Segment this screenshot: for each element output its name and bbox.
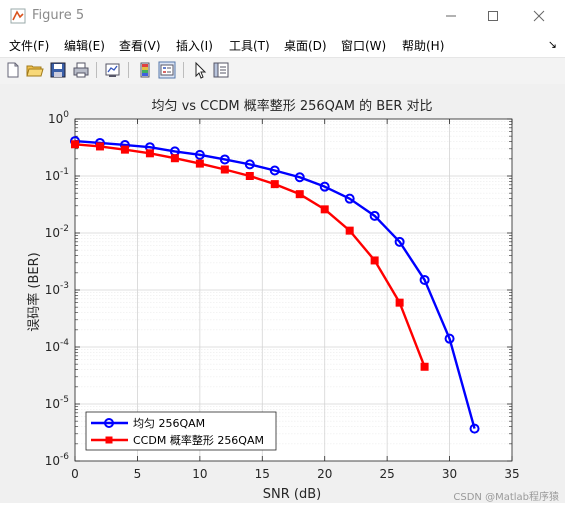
toolbar-separator xyxy=(96,62,97,78)
x-tick-label: 30 xyxy=(442,467,457,481)
save-icon[interactable] xyxy=(49,61,67,79)
data-point xyxy=(319,181,330,192)
menu-help[interactable]: 帮助(H) xyxy=(402,39,445,53)
data-point xyxy=(420,362,429,371)
data-point xyxy=(120,145,129,154)
menu-view[interactable]: 查看(V) xyxy=(119,39,161,53)
close-icon xyxy=(533,10,545,22)
pointer-icon[interactable] xyxy=(191,61,209,79)
chart-title: 均匀 vs CCDM 概率整形 256QAM 的 BER 对比 xyxy=(151,98,432,114)
x-tick-label: 25 xyxy=(380,467,395,481)
data-point xyxy=(220,165,229,174)
legend-box xyxy=(85,411,277,451)
data-point xyxy=(245,172,254,180)
toolbar-separator xyxy=(183,62,184,78)
new-figure-icon[interactable] xyxy=(4,61,22,79)
series-1 xyxy=(70,136,480,434)
series-2 xyxy=(71,140,429,371)
data-point xyxy=(269,165,280,176)
data-point xyxy=(219,154,230,165)
x-tick-label: 15 xyxy=(255,467,270,481)
menu-file[interactable]: 文件(F) xyxy=(9,39,50,53)
data-point xyxy=(294,172,305,183)
menu-overflow-icon[interactable]: ↘ xyxy=(547,38,557,51)
axis-ticks: 10-6 10-5 10-4 10-3 10-2 10-1 100 0 5 10 15 20 25 30 3… xyxy=(45,110,520,481)
x-axis-label: SNR (dB) xyxy=(263,487,321,502)
data-point xyxy=(395,298,404,307)
legend-icon[interactable] xyxy=(158,61,176,79)
print-icon[interactable] xyxy=(72,61,90,79)
colorbar-icon[interactable] xyxy=(136,61,154,79)
maximize-icon xyxy=(488,11,498,21)
link-plot-icon[interactable] xyxy=(104,61,122,79)
y-tick-label: 10-5 xyxy=(45,395,69,411)
series-line xyxy=(74,139,476,429)
x-tick-label: 0 xyxy=(71,467,79,481)
data-point xyxy=(270,180,279,189)
data-point xyxy=(320,205,329,214)
minimize-icon xyxy=(446,15,456,17)
data-point xyxy=(419,274,430,285)
legend-label: CCDM 概率整形 256QAM xyxy=(133,433,264,447)
y-tick-label: 10-2 xyxy=(45,224,69,240)
minimize-button[interactable] xyxy=(428,0,474,32)
data-point xyxy=(195,159,204,168)
data-point xyxy=(369,210,380,221)
series-layer xyxy=(70,136,480,434)
watermark: CSDN @Matlab程序猿 xyxy=(453,492,559,503)
y-tick-label: 10-1 xyxy=(45,167,69,183)
legend-marker xyxy=(104,418,114,428)
open-file-icon[interactable] xyxy=(26,61,44,79)
x-tick-label: 35 xyxy=(504,467,519,481)
data-point xyxy=(295,190,304,199)
y-axis-label: 误码率 (BER) xyxy=(26,252,42,331)
maximize-button[interactable] xyxy=(470,0,516,32)
y-tick-label: 10-6 xyxy=(45,452,70,468)
y-tick-label: 100 xyxy=(48,110,69,126)
data-point xyxy=(95,142,104,151)
y-tick-label: 10-4 xyxy=(45,338,70,354)
data-point xyxy=(469,423,480,434)
data-point xyxy=(345,226,354,235)
menu-desktop[interactable]: 桌面(D) xyxy=(284,39,327,53)
title-bar: Figure 5 xyxy=(0,0,565,32)
data-point xyxy=(194,149,205,160)
toolbar xyxy=(0,57,565,85)
x-tick-label: 20 xyxy=(317,467,332,481)
menu-bar xyxy=(0,32,565,56)
legend-marker xyxy=(105,436,113,444)
data-point xyxy=(71,140,79,149)
bottom-strip xyxy=(0,503,565,509)
x-tick-label: 10 xyxy=(192,467,207,481)
close-button[interactable] xyxy=(516,0,562,32)
menu-tools[interactable]: 工具(T) xyxy=(229,39,270,53)
figure-canvas: 10-6 10-5 10-4 10-3 10-2 10-1 100 0 5 10 15 20 25 30 3… xyxy=(0,84,565,509)
data-point xyxy=(394,236,405,247)
data-point xyxy=(444,333,455,344)
data-point xyxy=(145,149,154,158)
window-title: Figure 5 xyxy=(32,8,85,23)
toolbar-separator xyxy=(128,62,129,78)
matlab-figure-icon xyxy=(10,8,26,24)
data-point xyxy=(170,154,179,163)
menu-insert[interactable]: 插入(I) xyxy=(176,39,213,53)
legend-label: 均匀 256QAM xyxy=(133,417,205,430)
legend: 均匀 256QAM CCDM 概率整形 256QAM xyxy=(85,411,277,451)
data-point xyxy=(244,159,255,170)
menu-edit[interactable]: 编辑(E) xyxy=(64,39,105,53)
data-point xyxy=(344,193,355,204)
data-point xyxy=(370,256,379,265)
ber-chart: 10-6 10-5 10-4 10-3 10-2 10-1 100 0 5 10 15 20 25 30 3… xyxy=(26,98,520,502)
menu-window[interactable]: 窗口(W) xyxy=(341,39,387,53)
x-tick-label: 5 xyxy=(134,467,142,481)
property-editor-icon[interactable] xyxy=(212,61,230,79)
y-tick-label: 10-3 xyxy=(45,281,69,297)
